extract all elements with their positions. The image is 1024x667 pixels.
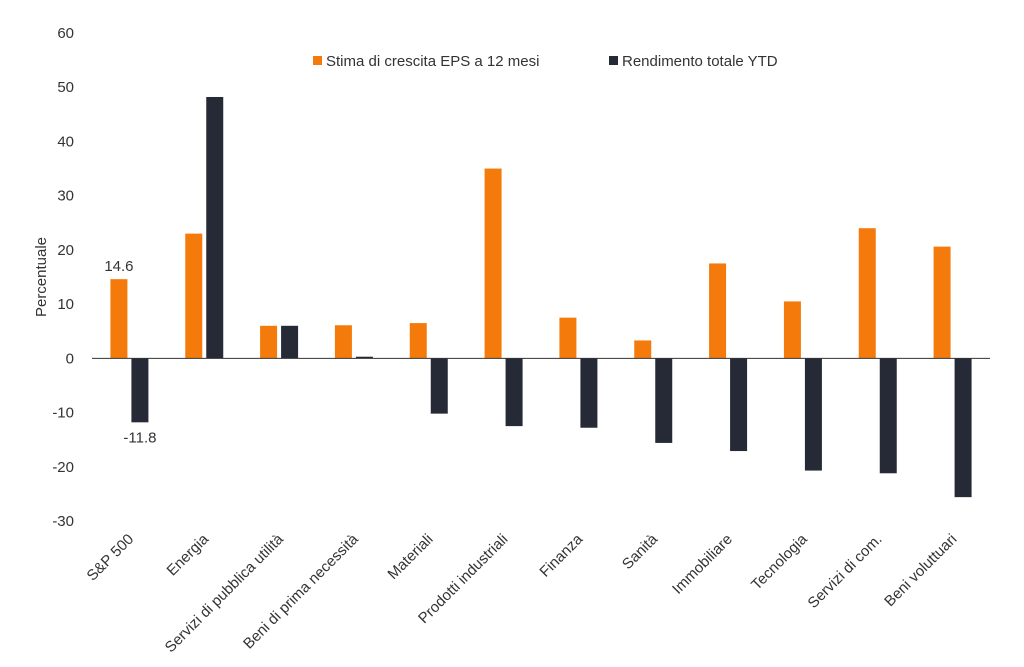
bar-ytd-return bbox=[505, 358, 523, 427]
bar-ytd-return bbox=[281, 325, 299, 359]
x-category-label: Beni voluttuari bbox=[881, 531, 960, 610]
x-category-label: Sanità bbox=[619, 530, 662, 573]
bar-ytd-return bbox=[131, 358, 149, 423]
y-tick-label: -10 bbox=[52, 405, 74, 422]
bar-ytd-return bbox=[655, 358, 673, 443]
y-tick-label: -30 bbox=[52, 513, 74, 530]
bar-eps-growth bbox=[185, 233, 203, 359]
y-tick-label: 60 bbox=[57, 25, 74, 42]
legend-label: Rendimento totale YTD bbox=[622, 53, 778, 70]
y-axis-label: Percentuale bbox=[33, 237, 50, 317]
bar-eps-growth bbox=[260, 325, 278, 359]
y-axis: 60 50 40 30 20 10 0 -10 -20 -30 bbox=[52, 25, 74, 530]
y-tick-label: -20 bbox=[52, 459, 74, 476]
bar-eps-growth bbox=[709, 263, 727, 359]
bar-ytd-return bbox=[804, 358, 822, 471]
y-tick-label: 0 bbox=[66, 350, 74, 367]
bar-ytd-return bbox=[954, 358, 972, 498]
x-category-label: Immobiliare bbox=[669, 531, 736, 598]
bar-eps-growth bbox=[334, 325, 352, 359]
y-tick-label: 10 bbox=[57, 296, 74, 313]
data-label: 14.6 bbox=[104, 258, 133, 275]
bar-eps-growth bbox=[634, 340, 652, 359]
bar-ytd-return bbox=[580, 358, 598, 428]
bar-eps-growth bbox=[409, 323, 427, 359]
legend-swatch bbox=[313, 56, 322, 65]
x-category-label: Materiali bbox=[384, 531, 436, 583]
data-labels: 14.6 -11.8 bbox=[104, 258, 156, 446]
x-category-label: Energia bbox=[163, 530, 212, 579]
bar-eps-growth bbox=[933, 246, 951, 359]
data-label: -11.8 bbox=[123, 429, 156, 446]
legend-label: Stima di crescita EPS a 12 mesi bbox=[326, 53, 539, 70]
bar-eps-growth bbox=[559, 317, 577, 359]
bar-ytd-return bbox=[879, 358, 897, 474]
y-tick-label: 40 bbox=[57, 133, 74, 150]
bar-ytd-return bbox=[355, 356, 373, 359]
bar-eps-growth bbox=[858, 228, 876, 359]
y-tick-label: 30 bbox=[57, 188, 74, 205]
legend: Stima di crescita EPS a 12 mesi Rendiment… bbox=[313, 53, 778, 70]
bars bbox=[110, 96, 972, 498]
bar-eps-growth bbox=[110, 279, 128, 359]
x-category-label: Tecnologia bbox=[748, 530, 811, 593]
bar-ytd-return bbox=[430, 358, 448, 414]
bar-eps-growth bbox=[783, 301, 801, 359]
legend-swatch bbox=[609, 56, 618, 65]
y-tick-label: 20 bbox=[57, 242, 74, 259]
x-category-label: Servizi di com. bbox=[805, 531, 886, 612]
x-category-label: S&P 500 bbox=[84, 531, 138, 585]
bar-ytd-return bbox=[730, 358, 748, 452]
bar-ytd-return bbox=[206, 96, 224, 359]
y-tick-label: 50 bbox=[57, 79, 74, 96]
bar-eps-growth bbox=[484, 168, 502, 359]
x-category-label: Finanza bbox=[536, 530, 586, 580]
